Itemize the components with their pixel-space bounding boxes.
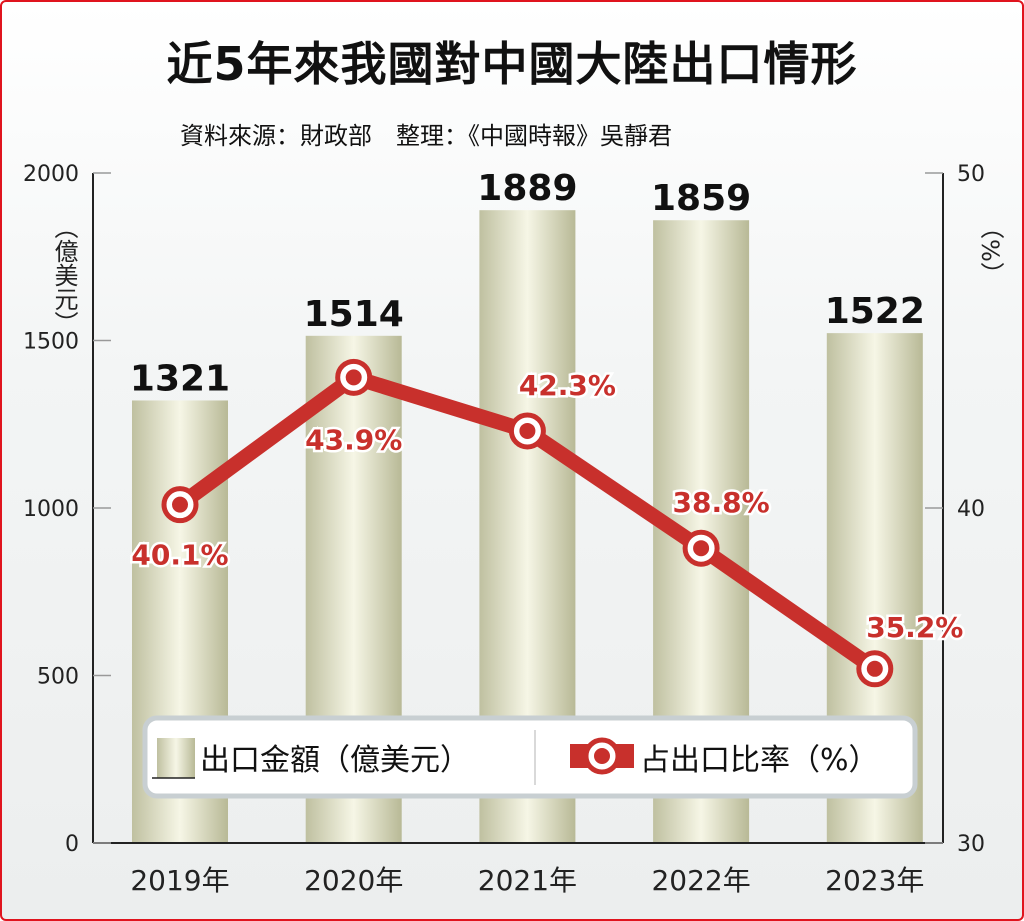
bar-label: 1321 bbox=[130, 358, 230, 399]
left-tick-label: 2000 bbox=[23, 162, 79, 187]
line-label: 35.2% bbox=[866, 611, 963, 644]
legend-bar-label: 出口金額（億美元） bbox=[200, 743, 470, 778]
legend-line-label: 占出口比率（%） bbox=[640, 743, 879, 778]
bar-label: 1522 bbox=[825, 291, 925, 332]
bar-label: 1859 bbox=[651, 178, 751, 219]
x-tick-label: 2022年 bbox=[651, 864, 750, 897]
line-point-center bbox=[345, 369, 362, 386]
right-tick-label: 50 bbox=[957, 162, 985, 187]
line-label: 42.3% bbox=[519, 369, 616, 402]
legend-bar-swatch bbox=[157, 738, 195, 778]
line-point-center bbox=[866, 660, 883, 677]
chart-title: 近5年來我國對中國大陸出口情形 bbox=[166, 37, 858, 91]
left-tick-label: 1000 bbox=[23, 497, 79, 522]
left-tick-label: 1500 bbox=[23, 330, 79, 355]
x-tick-label: 2021年 bbox=[478, 864, 577, 897]
legend bbox=[142, 715, 918, 799]
chart-subtitle: 資料來源：財政部 整理：《中國時報》吳靜君 bbox=[180, 122, 672, 150]
left-axis-unit: （億美元） bbox=[50, 215, 78, 335]
x-tick-label: 2019年 bbox=[130, 864, 229, 897]
x-tick-label: 2020年 bbox=[304, 864, 403, 897]
line-point-center bbox=[519, 422, 536, 439]
right-tick-label: 40 bbox=[957, 497, 985, 522]
right-axis-unit: （%） bbox=[976, 215, 1004, 286]
line-label: 40.1% bbox=[131, 539, 228, 572]
line-label: 43.9% bbox=[305, 423, 402, 456]
left-tick-label: 0 bbox=[65, 832, 79, 857]
right-tick-label: 30 bbox=[957, 832, 985, 857]
line-point-center bbox=[172, 496, 188, 513]
left-tick-label: 500 bbox=[37, 665, 79, 690]
line-label: 38.8% bbox=[673, 486, 770, 519]
x-tick-label: 2023年 bbox=[825, 864, 924, 897]
bar-label: 1514 bbox=[304, 294, 404, 335]
bar-label: 1889 bbox=[477, 168, 577, 209]
legend-line-marker-center bbox=[594, 748, 610, 764]
line-point-center bbox=[693, 540, 710, 557]
